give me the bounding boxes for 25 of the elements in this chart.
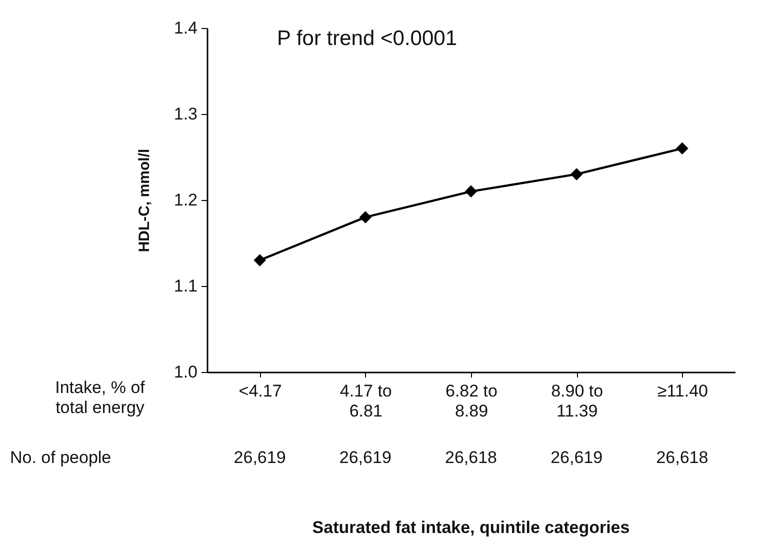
x-tick-label: 4.17 to 6.81 [340, 382, 392, 420]
y-tick-label: 1.4 [174, 18, 198, 38]
point [676, 142, 688, 155]
annotation: P for trend <0.0001 [277, 27, 457, 50]
point [254, 254, 266, 266]
y-tick-label: 1.3 [174, 104, 198, 124]
point [464, 185, 478, 198]
text: 26,618 [445, 448, 497, 467]
y-tick-label: 1.1 [174, 276, 198, 296]
text: 26,618 [656, 448, 708, 467]
text: 26,619 [550, 448, 603, 467]
y-axis-title: HDL-C, mmol/l [136, 148, 153, 252]
text: Saturated fat intake, quintile categories [312, 518, 630, 537]
x-tick-label: <4.17 [238, 382, 282, 400]
point [570, 168, 583, 180]
text: Intake, % of total energy [55, 378, 146, 417]
x-tick-label: ≥11.40 [657, 382, 708, 400]
text: No. of people [10, 448, 112, 467]
y-tick-label: 1.0 [174, 362, 198, 382]
text: 26,619 [234, 448, 286, 467]
point [359, 211, 372, 224]
y-tick-label: 1.2 [174, 190, 198, 210]
text: 26,619 [339, 448, 392, 467]
x-tick-label: 8.90 to 11.39 [551, 382, 604, 420]
x-tick-label: 6.82 to 8.89 [446, 382, 498, 420]
